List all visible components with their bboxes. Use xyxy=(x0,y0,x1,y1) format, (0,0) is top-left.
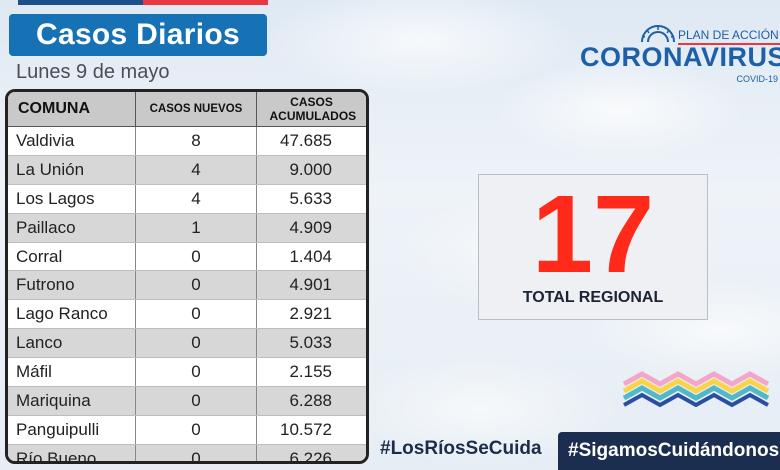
cell-casos-nuevos: 0 xyxy=(135,328,257,359)
table-row: Panguipulli 0 10.572 xyxy=(8,415,366,445)
cell-comuna: Corral xyxy=(8,242,136,272)
cell-casos-nuevos: 0 xyxy=(135,386,257,416)
plan-accion-logo: PLAN DE ACCIÓN CORONAVIRUS COVID-19 xyxy=(580,22,780,86)
cases-table: COMUNA CASOS NUEVOS CASOS ACUMULADOS Val… xyxy=(5,89,369,464)
dome-icon xyxy=(641,25,675,43)
table-row: Valdivia 8 47.685 xyxy=(8,126,366,156)
header-casos-acumulados: CASOS ACUMULADOS xyxy=(256,92,366,127)
date-label: Lunes 9 de mayo xyxy=(16,61,170,83)
header-comuna: COMUNA xyxy=(8,92,136,127)
cell-comuna: Los Lagos xyxy=(8,184,136,214)
cell-casos-acumulados: 1.404 xyxy=(256,242,366,272)
table-row: Lago Ranco 0 2.921 xyxy=(8,299,366,330)
cell-casos-nuevos: 1 xyxy=(135,213,257,243)
cell-casos-nuevos: 0 xyxy=(135,357,257,388)
table-row: Río Bueno 0 6.226 xyxy=(8,444,366,461)
cell-casos-nuevos: 0 xyxy=(135,270,257,301)
cell-casos-acumulados: 10.572 xyxy=(256,415,366,445)
logo-covid-text: COVID-19 xyxy=(736,74,778,84)
table-row: Mariquina 0 6.288 xyxy=(8,386,366,416)
table-row: Futrono 0 4.901 xyxy=(8,270,366,301)
table-row: Los Lagos 4 5.633 xyxy=(8,184,366,214)
cell-casos-nuevos: 0 xyxy=(135,242,257,272)
cell-comuna: Valdivia xyxy=(8,126,136,156)
cell-casos-nuevos: 0 xyxy=(135,415,257,445)
hashtag-losrios: #LosRíosSeCuida xyxy=(380,438,542,459)
cell-casos-acumulados: 4.909 xyxy=(256,213,366,243)
hashtag-sigamos: #SigamosCuidándonos xyxy=(558,432,780,470)
logo-red-line xyxy=(678,43,780,45)
cell-casos-acumulados: 5.633 xyxy=(256,184,366,214)
cell-casos-nuevos: 0 xyxy=(135,444,257,461)
cell-comuna: Máfil xyxy=(8,357,136,388)
cell-casos-nuevos: 8 xyxy=(135,126,257,156)
page-title: Casos Diarios xyxy=(9,14,267,56)
cell-comuna: Panguipulli xyxy=(8,415,136,445)
table-body: Valdivia 8 47.685 La Unión 4 9.000 Los Lagos 4 5… xyxy=(8,126,366,461)
cell-casos-acumulados: 6.288 xyxy=(256,386,366,416)
cell-comuna: Lanco xyxy=(8,328,136,359)
table-row: Corral 0 1.404 xyxy=(8,242,366,272)
header-casos-nuevos: CASOS NUEVOS xyxy=(135,92,257,127)
logo-plan-text: PLAN DE ACCIÓN xyxy=(678,28,779,42)
flag-stripe xyxy=(18,0,268,5)
cell-comuna: Lago Ranco xyxy=(8,299,136,330)
table-row: Lanco 0 5.033 xyxy=(8,328,366,359)
cell-casos-nuevos: 4 xyxy=(135,155,257,185)
cell-casos-acumulados: 2.155 xyxy=(256,357,366,388)
cell-casos-acumulados: 6.226 xyxy=(256,444,366,461)
cell-casos-acumulados: 9.000 xyxy=(256,155,366,185)
table-row: La Unión 4 9.000 xyxy=(8,155,366,185)
total-regional-box: 17 TOTAL REGIONAL xyxy=(478,173,708,320)
cell-casos-nuevos: 4 xyxy=(135,184,257,214)
region-waves-logo xyxy=(622,371,770,408)
total-regional-value: 17 xyxy=(531,173,655,296)
logo-coronavirus-text: CORONAVIRUS xyxy=(580,42,780,72)
table-row: Paillaco 1 4.909 xyxy=(8,213,366,243)
cell-casos-nuevos: 0 xyxy=(135,299,257,330)
header-casos-acumulados-text: CASOS ACUMULADOS xyxy=(269,95,357,123)
cell-casos-acumulados: 2.921 xyxy=(256,299,366,330)
cell-comuna: La Unión xyxy=(8,155,136,185)
cell-casos-acumulados: 47.685 xyxy=(256,126,366,156)
cell-comuna: Paillaco xyxy=(8,213,136,243)
cell-comuna: Mariquina xyxy=(8,386,136,416)
cell-comuna: Río Bueno xyxy=(8,444,136,461)
total-regional-label: TOTAL REGIONAL xyxy=(522,289,664,306)
cell-comuna: Futrono xyxy=(8,270,136,301)
cell-casos-acumulados: 4.901 xyxy=(256,270,366,301)
table-header-row: COMUNA CASOS NUEVOS CASOS ACUMULADOS xyxy=(8,92,366,127)
table-row: Máfil 0 2.155 xyxy=(8,357,366,388)
cell-casos-acumulados: 5.033 xyxy=(256,328,366,359)
